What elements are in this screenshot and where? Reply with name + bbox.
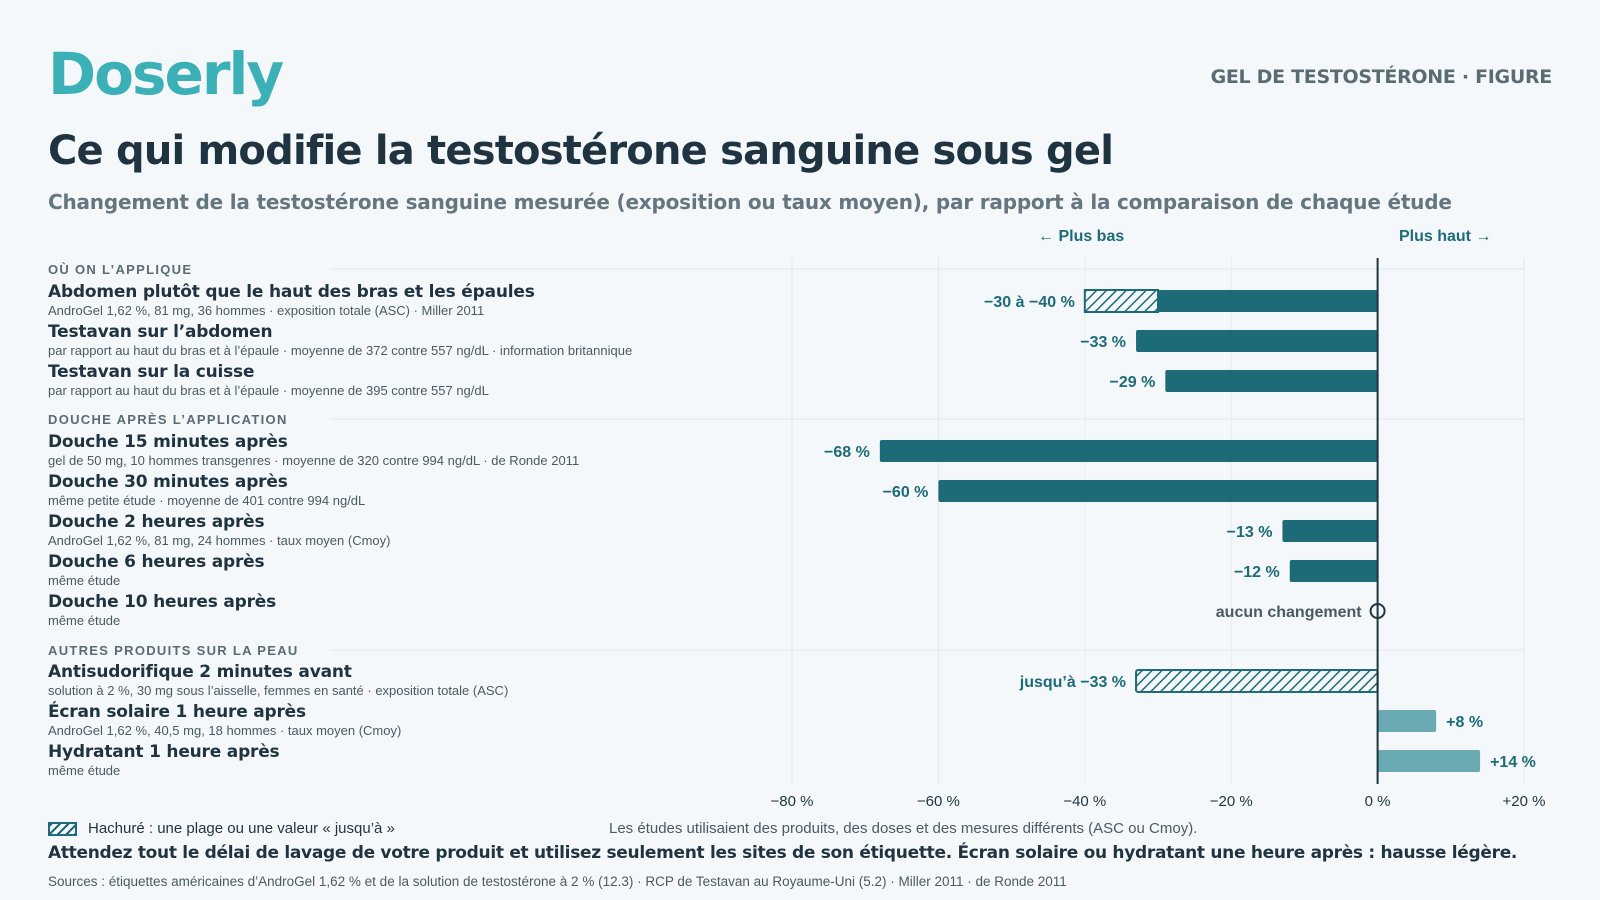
- data-label: aucun changement: [1216, 604, 1362, 621]
- bar: [1136, 330, 1378, 352]
- data-label: −33 %: [1080, 334, 1126, 351]
- legend-label: Hachuré : une plage ou une valeur « jusq…: [88, 820, 395, 837]
- section-label-shower: DOUCHE APRÈS L’APPLICATION: [48, 412, 288, 427]
- row-title: Douche 30 minutes après: [48, 472, 288, 492]
- x-tick-label: −20 %: [1210, 793, 1253, 810]
- bar: [1135, 669, 1379, 693]
- row-title: Douche 2 heures après: [48, 512, 265, 532]
- bar: [1158, 290, 1378, 312]
- section-label-site: OÙ ON L’APPLIQUE: [48, 262, 193, 277]
- bar: [1282, 520, 1378, 542]
- row-subtitle: AndroGel 1,62 %, 81 mg, 24 hommes · taux…: [48, 533, 391, 548]
- data-label: −30 à −40 %: [984, 294, 1075, 311]
- page-title: Ce qui modifie la testostérone sanguine …: [48, 128, 1114, 174]
- row-subtitle: AndroGel 1,62 %, 81 mg, 36 hommes · expo…: [48, 303, 485, 318]
- methods-note: Les études utilisaient des produits, des…: [609, 820, 1198, 837]
- direction-lower-label: ← Plus bas: [1038, 228, 1125, 245]
- row-title: Antisudorifique 2 minutes avant: [48, 662, 352, 682]
- data-label: −68 %: [824, 444, 870, 461]
- bar: [1165, 370, 1378, 392]
- section-label-other-products: AUTRES PRODUITS SUR LA PEAU: [48, 643, 299, 658]
- bar: [1377, 750, 1481, 772]
- row-subtitle: même étude: [48, 613, 121, 628]
- bar-range-hatched: [1083, 289, 1160, 313]
- row-title: Douche 10 heures après: [48, 592, 277, 612]
- row-subtitle: par rapport au haut du bras et à l’épaul…: [48, 383, 489, 398]
- legend-hatch-swatch: [48, 822, 77, 836]
- data-label: +8 %: [1446, 714, 1483, 731]
- row-title: Testavan sur la cuisse: [48, 362, 255, 382]
- bar: [879, 440, 1378, 462]
- data-label: jusqu’à −33 %: [1019, 674, 1126, 691]
- footer-advice: Attendez tout le délai de lavage de votr…: [48, 843, 1518, 863]
- row-subtitle: même étude: [48, 573, 121, 588]
- bar: [1377, 710, 1437, 732]
- data-label: +14 %: [1490, 754, 1536, 771]
- row-subtitle: par rapport au haut du bras et à l’épaul…: [48, 343, 633, 358]
- row-title: Douche 15 minutes après: [48, 432, 288, 452]
- direction-higher-label: Plus haut →: [1399, 228, 1492, 245]
- row-subtitle: AndroGel 1,62 %, 40,5 mg, 18 hommes · ta…: [48, 723, 402, 738]
- brand-logo: Doserly: [48, 40, 284, 108]
- figure-kicker: GEL DE TESTOSTÉRONE · FIGURE: [1210, 66, 1553, 88]
- row-title: Écran solaire 1 heure après: [48, 702, 306, 722]
- x-tick-label: 0 %: [1365, 793, 1391, 810]
- bar: [1289, 560, 1378, 582]
- row-title: Hydratant 1 heure après: [48, 742, 280, 762]
- sources-line: Sources : étiquettes américaines d’Andro…: [48, 874, 1067, 889]
- x-tick-label: −60 %: [917, 793, 960, 810]
- data-label: −12 %: [1234, 564, 1280, 581]
- page-subtitle: Changement de la testostérone sanguine m…: [48, 190, 1452, 214]
- row-subtitle: même étude: [48, 763, 121, 778]
- row-title: Testavan sur l’abdomen: [48, 322, 273, 342]
- data-label: −60 %: [883, 484, 929, 501]
- row-subtitle: solution à 2 %, 30 mg sous l’aisselle, f…: [48, 683, 509, 698]
- data-label: −13 %: [1227, 524, 1273, 541]
- row-title: Douche 6 heures après: [48, 552, 265, 572]
- x-tick-label: −40 %: [1063, 793, 1106, 810]
- data-label: −29 %: [1110, 374, 1156, 391]
- row-subtitle: gel de 50 mg, 10 hommes transgenres · mo…: [48, 453, 580, 468]
- bar: [938, 480, 1378, 502]
- row-subtitle: même petite étude · moyenne de 401 contr…: [48, 493, 366, 508]
- row-title: Abdomen plutôt que le haut des bras et l…: [48, 282, 535, 302]
- x-tick-label: +20 %: [1503, 793, 1546, 810]
- x-tick-label: −80 %: [771, 793, 814, 810]
